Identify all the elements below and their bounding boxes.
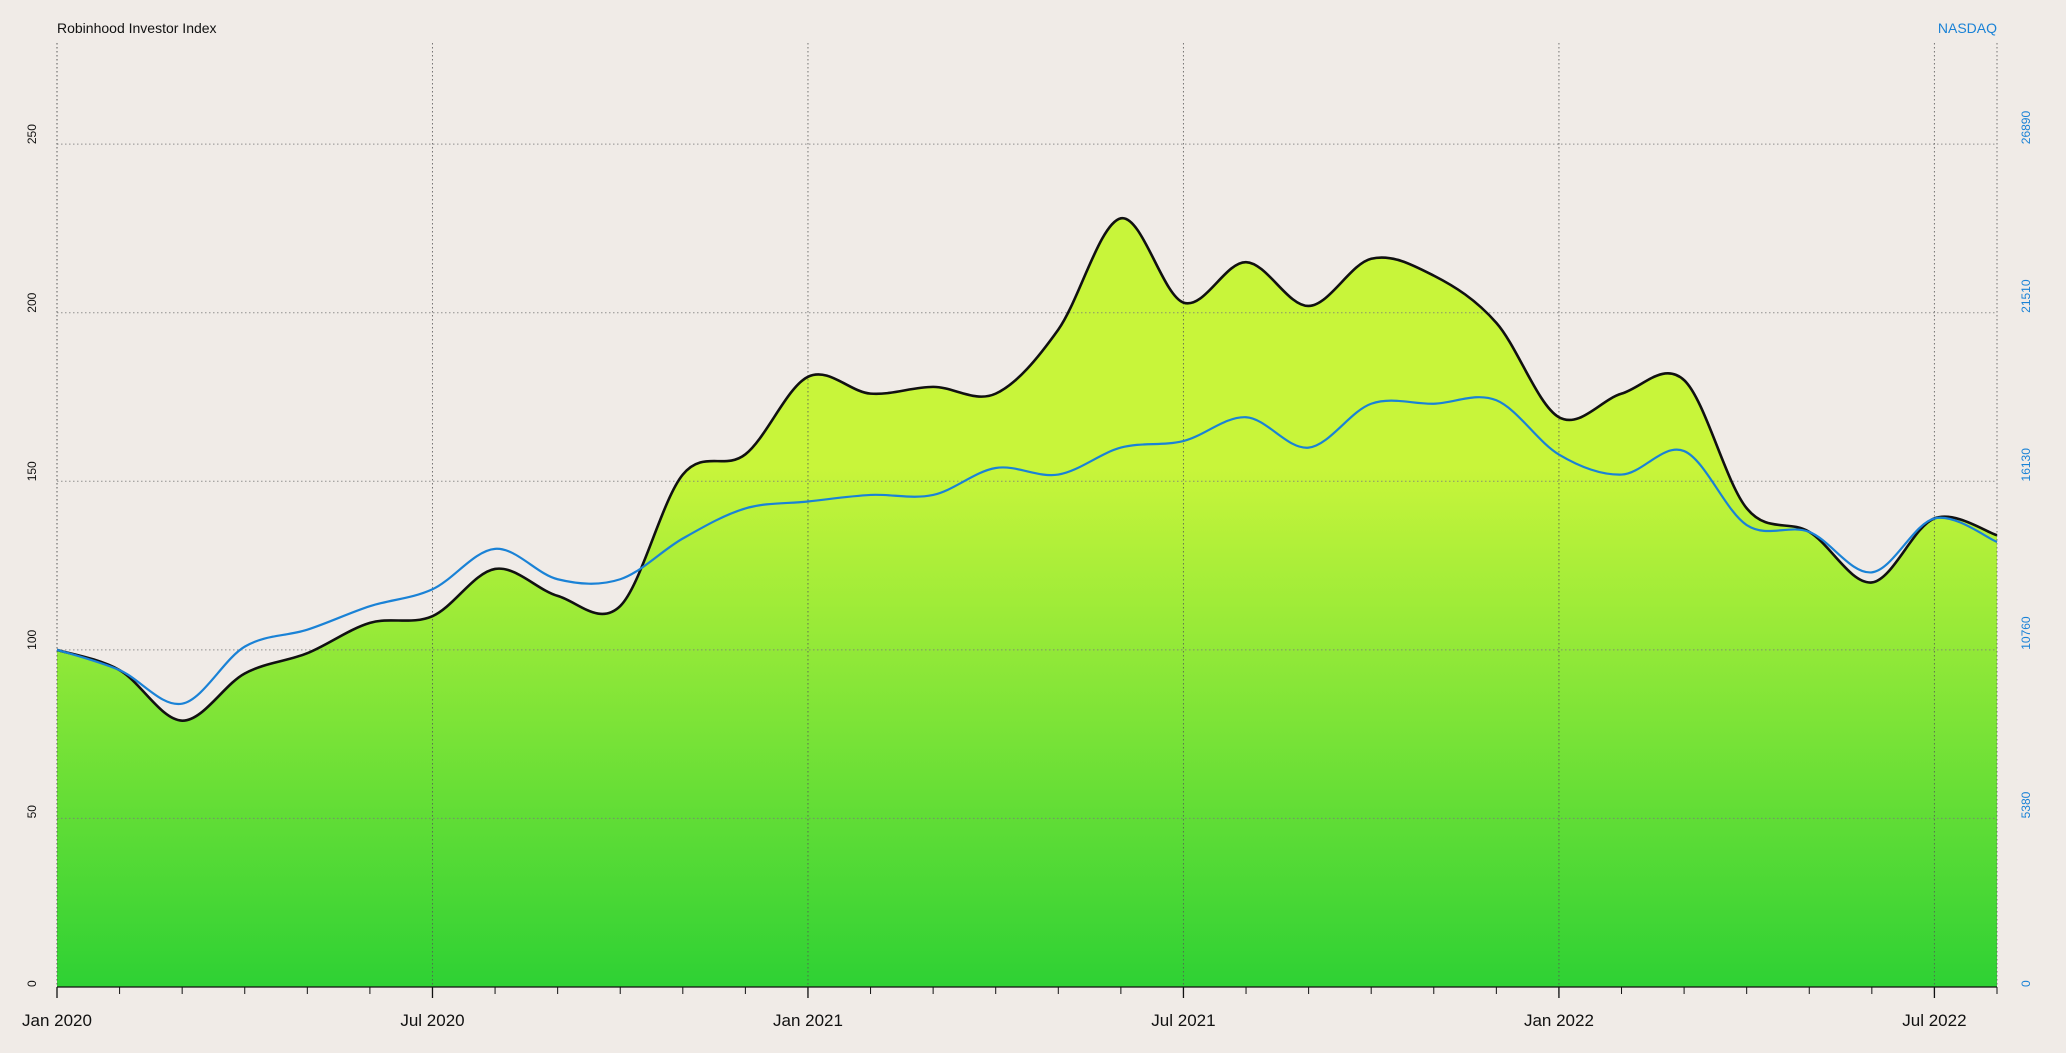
right-axis-title: NASDAQ [1938, 20, 1997, 36]
x-tick-label: Jul 2020 [400, 1011, 464, 1030]
y2-tick-label: 0 [2019, 980, 2033, 987]
x-tick-label: Jul 2021 [1151, 1011, 1215, 1030]
y-tick-label: 100 [25, 630, 39, 650]
y2-tick-label: 21510 [2019, 279, 2033, 313]
x-tick-label: Jan 2020 [22, 1011, 92, 1030]
y-tick-label: 50 [25, 805, 39, 819]
line [56, 217, 1998, 722]
y-tick-label: 0 [25, 980, 39, 987]
x-tick-label: Jan 2021 [773, 1011, 843, 1030]
x-tick-label: Jan 2022 [1524, 1011, 1594, 1030]
area-fill [57, 218, 1997, 988]
y2-tick-label: 5380 [2019, 791, 2033, 818]
y2-tick-label: 10760 [2019, 616, 2033, 650]
x-tick-label: Jul 2022 [1902, 1011, 1966, 1030]
y-tick-label: 150 [25, 461, 39, 481]
y-tick-label: 200 [25, 292, 39, 312]
y-tick-label: 250 [25, 124, 39, 144]
y2-tick-label: 16130 [2019, 448, 2033, 482]
y2-tick-label: 26890 [2019, 111, 2033, 145]
line [56, 396, 1998, 705]
left-axis-title: Robinhood Investor Index [57, 20, 217, 36]
